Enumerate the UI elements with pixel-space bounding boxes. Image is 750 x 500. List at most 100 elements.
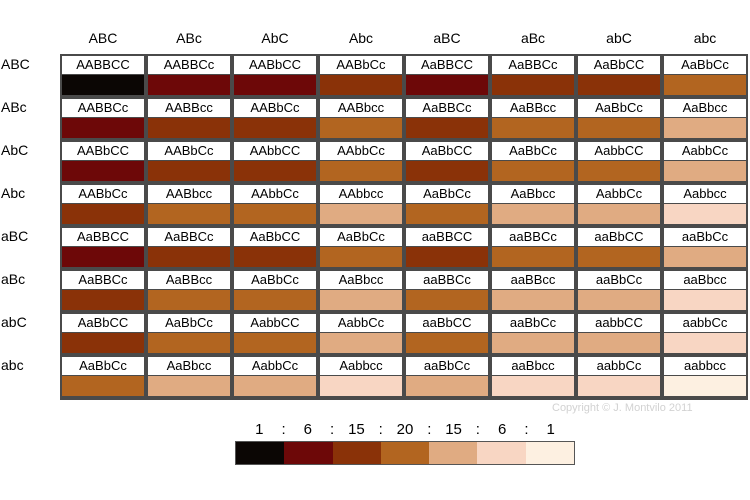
- genotype-label: AaBBcc: [148, 271, 230, 289]
- phenotype-swatch: [320, 204, 402, 224]
- grid-cell: AABbCc: [146, 140, 232, 183]
- grid-cell: AaBBCc: [490, 54, 576, 97]
- phenotype-swatch: [664, 161, 746, 181]
- genotype-label: AaBbcc: [320, 271, 402, 289]
- row-header: AbC: [1, 142, 29, 158]
- phenotype-swatch: [62, 75, 144, 95]
- grid-cell: AaBbCC: [404, 140, 490, 183]
- phenotype-swatch: [320, 333, 402, 353]
- genotype-label: AaBbCc: [234, 271, 316, 289]
- genotype-label: aaBbcc: [664, 271, 746, 289]
- phenotype-swatch: [406, 247, 488, 267]
- phenotype-swatch: [62, 161, 144, 181]
- genotype-label: aaBbCc: [578, 271, 660, 289]
- grid-cell: aaBbCc: [662, 226, 748, 269]
- genotype-label: aaBbCc: [492, 314, 574, 332]
- phenotype-swatch: [234, 118, 316, 138]
- genotype-label: Aabbcc: [664, 185, 746, 203]
- genotype-label: AAbbCC: [234, 142, 316, 160]
- grid-cell: AaBbcc: [146, 355, 232, 398]
- grid-cell: aaBBCc: [490, 226, 576, 269]
- genotype-label: aabbcc: [664, 357, 746, 375]
- phenotype-swatch: [406, 376, 488, 396]
- phenotype-swatch: [492, 376, 574, 396]
- genotype-label: AaBBCC: [62, 228, 144, 246]
- phenotype-swatch: [406, 161, 488, 181]
- ratio-value: 15: [445, 421, 462, 438]
- grid-cell: aabbCC: [576, 312, 662, 355]
- genotype-label: aaBbCc: [664, 228, 746, 246]
- phenotype-swatch: [320, 118, 402, 138]
- grid-cell: AaBBcc: [490, 97, 576, 140]
- phenotype-swatch: [320, 75, 402, 95]
- grid-cell: aaBBCC: [404, 226, 490, 269]
- genotype-label: AABbCc: [234, 99, 316, 117]
- genotype-label: AABbCc: [320, 56, 402, 74]
- genotype-label: AabbCc: [234, 357, 316, 375]
- column-header: abc: [693, 30, 717, 46]
- genotype-label: AABBCc: [62, 99, 144, 117]
- phenotype-swatch: [406, 75, 488, 95]
- phenotype-swatch: [578, 290, 660, 310]
- column-header: AbC: [261, 30, 289, 46]
- ratio-value: 6: [303, 421, 313, 438]
- genotype-label: AABbCc: [62, 185, 144, 203]
- grid-cell: AabbCc: [232, 355, 318, 398]
- ratio-value: 1: [255, 421, 264, 438]
- grid-cell: Aabbcc: [318, 355, 404, 398]
- genotype-label: AAbbCc: [234, 185, 316, 203]
- phenotype-swatch: [62, 118, 144, 138]
- row-header: Abc: [1, 185, 26, 201]
- genotype-label: AABBCC: [62, 56, 144, 74]
- genotype-label: AABbcc: [148, 185, 230, 203]
- phenotype-swatch: [320, 376, 402, 396]
- phenotype-swatch: [320, 247, 402, 267]
- punnett-square-grid: AABBCC AABBCc AABbCC AABbCc AaBBCC AaBBCc AaBb…: [60, 54, 748, 400]
- grid-cell: AaBbCc: [404, 183, 490, 226]
- genotype-label: aabbCc: [664, 314, 746, 332]
- ratio-value: 20: [396, 421, 414, 438]
- column-header: aBC: [433, 30, 461, 46]
- phenotype-swatch: [406, 290, 488, 310]
- grid-cell: AaBbCc: [576, 97, 662, 140]
- grid-cell: aaBbCc: [404, 355, 490, 398]
- genotype-label: aaBBcc: [492, 271, 574, 289]
- grid-cell: AaBbCc: [662, 54, 748, 97]
- phenotype-swatch: [578, 333, 660, 353]
- row-header: ABc: [1, 99, 27, 115]
- phenotype-swatch: [406, 333, 488, 353]
- legend-swatch: [477, 442, 526, 464]
- genotype-label: AaBbCc: [578, 99, 660, 117]
- grid-cell: AAbbCc: [232, 183, 318, 226]
- grid-cell: aaBbCc: [490, 312, 576, 355]
- row-header: ABC: [1, 56, 30, 72]
- phenotype-swatch: [234, 376, 316, 396]
- grid-cell: AaBbCc: [490, 140, 576, 183]
- genotype-label: AaBbCC: [578, 56, 660, 74]
- genotype-label: AaBbcc: [492, 185, 574, 203]
- grid-cell: AaBbcc: [490, 183, 576, 226]
- grid-cell: AABBcc: [146, 97, 232, 140]
- grid-cell: AaBbCC: [576, 54, 662, 97]
- phenotype-swatch: [148, 290, 230, 310]
- grid-cell: aaBbCc: [576, 269, 662, 312]
- grid-cell: aaBBCc: [404, 269, 490, 312]
- genotype-label: Aabbcc: [320, 357, 402, 375]
- genotype-label: AabbCC: [234, 314, 316, 332]
- grid-cell: AaBbcc: [318, 269, 404, 312]
- grid-cell: AabbCc: [662, 140, 748, 183]
- grid-cell: AaBBCc: [146, 226, 232, 269]
- grid-cell: AabbCc: [318, 312, 404, 355]
- phenotype-swatch: [664, 247, 746, 267]
- grid-cell: AABbcc: [146, 183, 232, 226]
- phenotype-swatch: [492, 290, 574, 310]
- phenotype-swatch: [578, 247, 660, 267]
- genotype-label: AABbCc: [148, 142, 230, 160]
- genotype-label: AaBBcc: [492, 99, 574, 117]
- grid-cell: AaBBcc: [146, 269, 232, 312]
- phenotype-swatch: [62, 376, 144, 396]
- grid-cell: AABbCC: [60, 140, 146, 183]
- ratio-separator: :: [427, 421, 432, 438]
- row-header: aBc: [1, 271, 26, 287]
- phenotype-swatch: [664, 376, 746, 396]
